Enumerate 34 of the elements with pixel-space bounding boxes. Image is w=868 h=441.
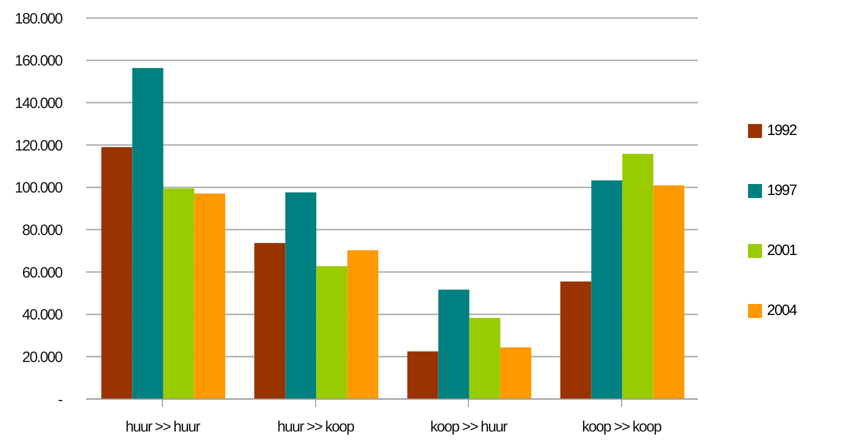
bar [438, 290, 470, 399]
bar [132, 68, 164, 399]
bar [316, 266, 348, 399]
y-tick-label: 40.000 [22, 306, 63, 324]
bar [163, 188, 194, 399]
y-tick-label: 100.000 [14, 180, 63, 197]
bar [194, 193, 226, 399]
legend-label: 1997 [767, 182, 796, 199]
y-tick-label: 20.000 [22, 348, 63, 366]
bar [254, 243, 286, 399]
bar [653, 185, 684, 399]
y-tick-label: - [58, 391, 63, 408]
x-tick-label: koop >> koop [582, 418, 662, 436]
y-tick-label: 120.000 [14, 137, 63, 154]
y-tick-label: 140.000 [14, 94, 63, 112]
x-tick-label: huur >> koop [277, 418, 354, 436]
bar [101, 147, 132, 399]
bar [622, 154, 654, 399]
bar [500, 347, 532, 399]
bar [469, 318, 500, 399]
y-tick-label: 60.000 [22, 264, 63, 282]
legend-label: 2004 [767, 302, 796, 319]
bar [285, 192, 316, 399]
bar [407, 351, 438, 399]
bar [560, 282, 592, 399]
bar [347, 250, 378, 399]
x-tick-label: koop >> huur [430, 418, 508, 436]
y-tick-label: 80.000 [22, 222, 63, 239]
y-tick-label: 160.000 [14, 52, 63, 70]
bar [591, 180, 622, 399]
legend-label: 1992 [767, 122, 796, 139]
y-tick-label: 180.000 [14, 10, 63, 28]
legend-label: 2001 [767, 242, 796, 259]
x-tick-label: huur >> huur [126, 418, 200, 436]
